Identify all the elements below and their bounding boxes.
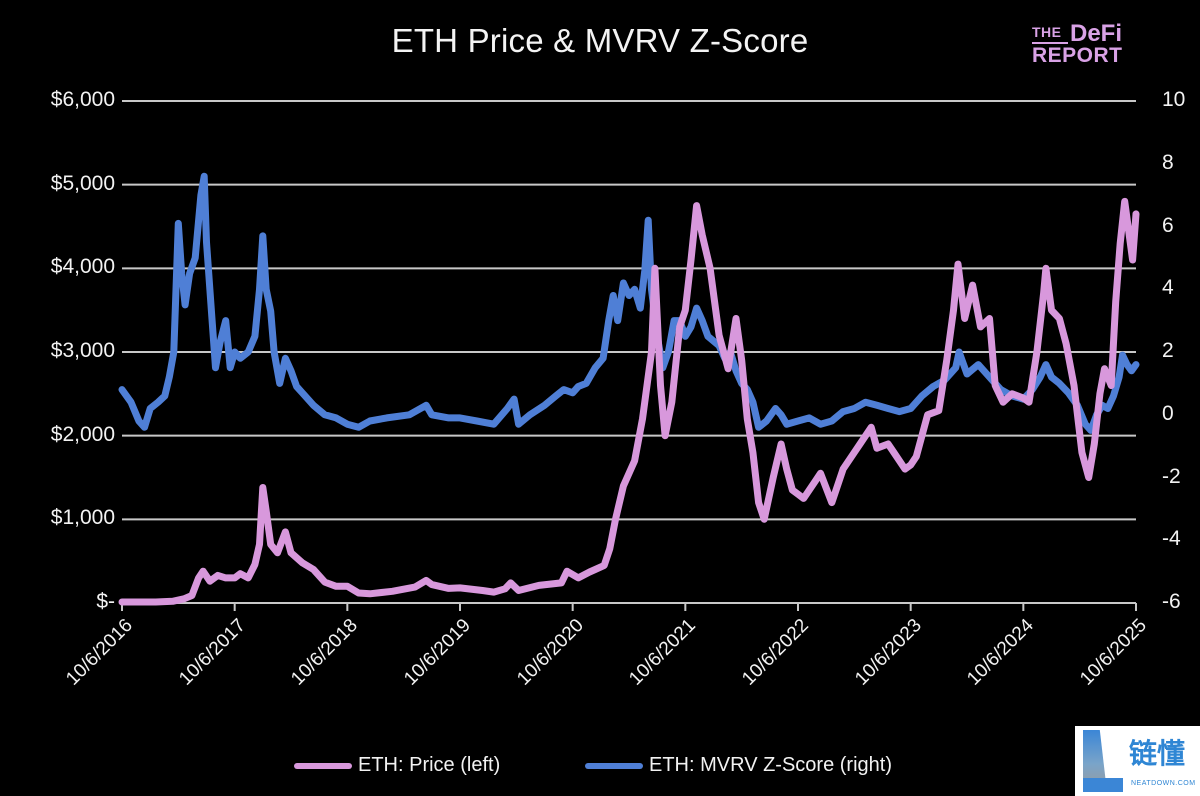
neatdown-watermark: 链懂 NEATDOWN.COM (1075, 726, 1200, 796)
right-tick-label: 10 (1162, 88, 1186, 111)
right-tick-label: -4 (1162, 527, 1181, 551)
right-tick-label: -6 (1162, 590, 1181, 613)
defi-report-logo: THE DeFi REPORT (1030, 20, 1140, 70)
right-tick-label: 8 (1162, 150, 1174, 174)
left-tick-label: $1,000 (50, 506, 115, 530)
mvrv-line (118, 172, 1140, 434)
price-line (118, 197, 1140, 606)
logo-defi: DeFi (1070, 20, 1123, 47)
logo-report: REPORT (1032, 44, 1123, 67)
series-lines (118, 172, 1140, 606)
legend: ETH: Price (left) ETH: MVRV Z-Score (rig… (0, 754, 1200, 784)
x-axis (121, 602, 1137, 611)
left-tick-label: $4,000 (50, 255, 115, 279)
right-tick-label: -2 (1162, 464, 1181, 488)
logo-the: THE (1032, 24, 1062, 40)
left-tick-label: $5,000 (50, 171, 115, 195)
watermark-en-text: NEATDOWN.COM (1131, 780, 1196, 787)
legend-item-mvrv: ETH: MVRV Z-Score (right) (585, 754, 892, 777)
legend-swatch-mvrv (585, 762, 643, 769)
gridlines (122, 100, 1136, 521)
watermark-logo-foot (1083, 778, 1123, 792)
left-tick-label: $3,000 (50, 339, 115, 362)
chart-title: ETH Price & MVRV Z-Score (391, 22, 809, 59)
legend-swatch-price (294, 762, 352, 769)
left-tick-label: $6,000 (50, 88, 115, 111)
watermark-cn-text: 链懂 (1129, 737, 1186, 770)
right-tick-label: 4 (1162, 276, 1174, 300)
legend-label-price: ETH: Price (left) (358, 754, 501, 776)
legend-item-price: ETH: Price (left) (294, 754, 500, 777)
legend-label-mvrv: ETH: MVRV Z-Score (right) (649, 754, 892, 776)
logo-underline (1032, 42, 1068, 44)
right-tick-label: 2 (1162, 339, 1174, 362)
left-tick-label: $- (96, 590, 115, 613)
left-tick-label: $2,000 (50, 422, 115, 446)
right-tick-label: 6 (1162, 213, 1174, 237)
right-tick-label: 0 (1162, 401, 1174, 425)
